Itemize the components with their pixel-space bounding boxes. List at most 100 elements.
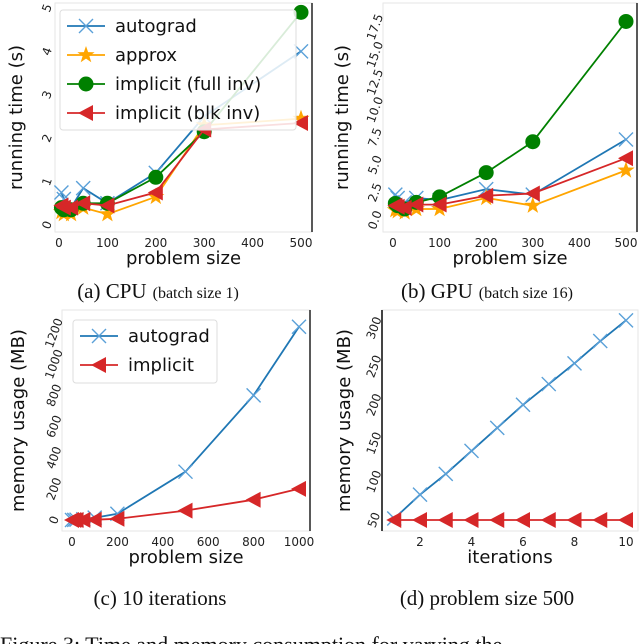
x-tick-label: 300: [193, 236, 216, 250]
series-approx: [386, 161, 635, 220]
series-autograd: [386, 312, 634, 526]
x-tick-label: 0: [389, 236, 397, 250]
data-point: [408, 196, 424, 213]
series-implicit: [64, 480, 306, 528]
legend-label: implicit: [128, 355, 194, 376]
x-tick-label: 1000: [284, 535, 315, 549]
x-axis-label: problem size: [128, 547, 243, 568]
subplot-a: 0 100 200 300 400 500 0 1 2 3 4 5 problem size runnin…: [6, 2, 313, 303]
subplot-caption: (d) problem size 500: [400, 586, 574, 610]
y-tick-label: 4: [39, 45, 55, 57]
y-tick-label: 200: [44, 476, 65, 502]
series-line: [394, 20, 627, 211]
data-point: [109, 510, 125, 527]
y-tick-label: 0: [46, 514, 62, 526]
subplot-b: 0 100 200 300 400 5000.02.55.07.510.012.515.0…: [332, 2, 638, 303]
data-point: [293, 115, 308, 132]
data-point: [618, 512, 633, 528]
legend-entry: implicit (full inv): [67, 74, 261, 95]
series-implicit-blk-inv: [53, 115, 308, 216]
data-point: [478, 187, 494, 204]
data-point: [618, 150, 633, 167]
data-point: [86, 511, 102, 528]
y-tick-label: 1: [39, 176, 55, 188]
data-point: [412, 512, 427, 528]
caption-main: (c) 10 iterations: [94, 586, 227, 610]
data-point: [178, 464, 193, 480]
x-axis-label: problem size: [126, 248, 241, 269]
x-tick-label: 4: [468, 535, 476, 549]
data-point: [515, 512, 530, 528]
caption-small: (batch size 16): [479, 285, 573, 302]
figure-caption: Figure 3: Time and memory consumption fo…: [0, 632, 502, 644]
caption-main: (b) GPU: [401, 279, 473, 303]
data-point: [524, 196, 542, 213]
legend-entry: autograd: [80, 326, 210, 347]
legend-marker: [91, 357, 106, 373]
y-tick-label: 600: [44, 413, 65, 439]
data-point: [98, 205, 116, 222]
data-point: [75, 511, 91, 528]
y-tick-label: 0.0: [365, 209, 385, 232]
legend-label: implicit (blk inv): [115, 103, 260, 124]
x-tick-label: 500: [290, 236, 313, 250]
x-tick-label: 200: [144, 236, 167, 250]
series-line: [393, 319, 627, 520]
legend-marker: [91, 328, 107, 344]
y-tick-label: 2: [39, 132, 55, 144]
data-point: [396, 199, 412, 216]
data-point: [99, 197, 115, 214]
data-point: [431, 196, 447, 213]
data-point: [245, 491, 261, 508]
data-point: [75, 180, 91, 196]
data-point: [541, 376, 557, 392]
data-point: [293, 4, 309, 20]
x-tick-label: 2: [416, 535, 424, 549]
legend: autograd implicit: [72, 319, 218, 384]
y-tick-label: 0: [39, 219, 55, 231]
y-tick-label: 7.5: [365, 126, 385, 149]
series-line: [60, 117, 302, 216]
x-tick-label: 200: [106, 535, 129, 549]
subplot-caption: (b) GPU (batch size 16): [401, 279, 573, 303]
data-point: [177, 502, 193, 519]
legend-marker: [78, 105, 93, 121]
data-point: [386, 512, 402, 528]
x-tick-label: 300: [521, 236, 544, 250]
data-point: [618, 312, 634, 328]
legend-entry: implicit: [80, 355, 194, 376]
data-point: [291, 319, 307, 335]
legend-entry: implicit (blk inv): [67, 103, 260, 124]
caption-main: (a) CPU: [77, 279, 146, 303]
legend-label: implicit (full inv): [115, 74, 261, 95]
x-axis-label: problem size: [452, 248, 567, 269]
data-point: [437, 512, 453, 528]
legend-box: [59, 9, 297, 131]
legend-entry: autograd: [67, 16, 197, 37]
y-tick-label: 400: [44, 445, 65, 471]
series-implicit: [386, 512, 633, 528]
subplot-c: 0 200 400 600 800 1000020040060080010001200pr…: [8, 309, 315, 610]
data-point: [246, 387, 262, 403]
caption-main: (d) problem size 500: [400, 586, 574, 610]
y-tick-label: 5: [39, 2, 55, 14]
data-point: [478, 165, 494, 181]
legend: autograd approx implicit (full inv) implici…: [59, 9, 297, 131]
subplot-caption: (a) CPU (batch size 1): [77, 279, 239, 303]
x-tick-label: 0: [68, 535, 76, 549]
y-axis-label: memory usage (MB): [8, 329, 29, 512]
x-tick-label: 800: [242, 535, 265, 549]
y-tick-label: 800: [44, 382, 65, 408]
data-point: [291, 480, 306, 497]
series-implicit-full-inv: [387, 13, 634, 217]
x-tick-label: 0: [55, 236, 63, 250]
series-implicit-blk-inv: [387, 150, 633, 216]
x-tick-label: 10: [618, 535, 633, 549]
data-point: [147, 184, 163, 201]
data-point: [63, 199, 79, 216]
data-point: [617, 161, 635, 178]
x-tick-label: 100: [428, 236, 451, 250]
x-tick-label: 400: [568, 236, 591, 250]
x-axis-label: iterations: [467, 547, 552, 568]
